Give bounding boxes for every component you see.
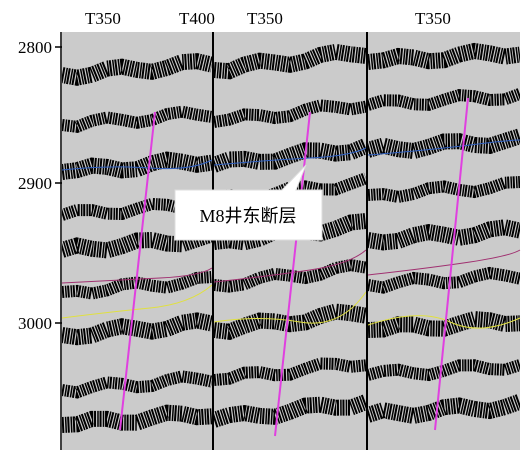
- reflector-band: [62, 151, 212, 180]
- horizon-yellow: [61, 284, 213, 319]
- depth-label: 2900: [18, 174, 52, 193]
- fault-line: [119, 111, 156, 431]
- reflector-band: [62, 53, 212, 86]
- horizons: [61, 139, 521, 329]
- reflector-group: [368, 42, 520, 425]
- reflectors: [62, 42, 520, 433]
- horizon-blue: [367, 139, 521, 156]
- reflector-band: [62, 271, 212, 300]
- reflector-band: [368, 359, 520, 382]
- reflector-band: [214, 43, 366, 80]
- trace-label: T350: [247, 9, 283, 28]
- callout-text: M8井东断层: [199, 206, 296, 226]
- horizon-blue: [61, 159, 213, 171]
- reflector-band: [62, 226, 212, 259]
- reflector-band: [368, 42, 520, 70]
- reflector-band: [214, 303, 366, 340]
- reflector-band: [214, 99, 366, 128]
- horizon-blue: [213, 147, 367, 166]
- reflector-band: [214, 259, 366, 293]
- horizon-magenta: [367, 249, 521, 276]
- reflector-band: [368, 311, 520, 338]
- depth-label: 3000: [18, 314, 52, 333]
- reflector-band: [214, 357, 366, 386]
- reflector-band: [62, 404, 212, 433]
- horizon-magenta: [61, 267, 213, 284]
- fault-line: [434, 97, 469, 431]
- callout-box: [174, 164, 323, 241]
- reflector-band: [62, 105, 212, 133]
- faults: [119, 97, 469, 437]
- trace-label: T350: [415, 9, 451, 28]
- reflector-band: [368, 88, 520, 111]
- horizon-magenta: [213, 249, 367, 283]
- reflector-band: [368, 128, 520, 160]
- reflector-band: [368, 219, 520, 251]
- trace-label: T350: [85, 9, 121, 28]
- horizon-yellow: [367, 315, 521, 329]
- horizon-yellow: [213, 291, 367, 324]
- reflector-band: [62, 312, 212, 346]
- reflector-band: [368, 266, 520, 294]
- reflector-band: [214, 138, 366, 173]
- depth-label: 2800: [18, 38, 52, 57]
- trace-label: T400: [179, 9, 215, 28]
- reflector-band: [214, 394, 366, 428]
- reflector-band: [368, 394, 520, 425]
- reflector-band: [368, 176, 520, 204]
- fault-line: [274, 111, 311, 437]
- reflector-group: [62, 53, 212, 433]
- reflector-band: [62, 370, 212, 399]
